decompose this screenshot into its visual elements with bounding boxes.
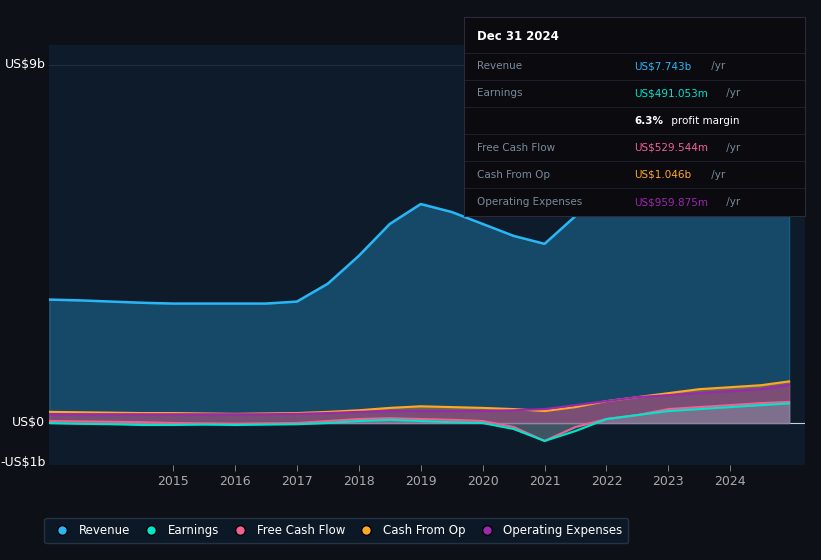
Text: US$491.053m: US$491.053m [635, 88, 708, 99]
Text: profit margin: profit margin [668, 115, 740, 125]
Text: US$959.875m: US$959.875m [635, 197, 709, 207]
Text: /yr: /yr [709, 170, 726, 180]
Text: US$9b: US$9b [5, 58, 45, 71]
Text: Dec 31 2024: Dec 31 2024 [478, 30, 559, 43]
Text: US$1.046b: US$1.046b [635, 170, 691, 180]
Text: US$7.743b: US$7.743b [635, 61, 691, 71]
Text: Operating Expenses: Operating Expenses [478, 197, 583, 207]
Text: US$0: US$0 [12, 417, 45, 430]
Text: /yr: /yr [723, 88, 741, 99]
Text: /yr: /yr [723, 197, 741, 207]
Legend: Revenue, Earnings, Free Cash Flow, Cash From Op, Operating Expenses: Revenue, Earnings, Free Cash Flow, Cash … [44, 518, 628, 543]
Text: Cash From Op: Cash From Op [478, 170, 551, 180]
Text: US$529.544m: US$529.544m [635, 143, 709, 153]
Text: Free Cash Flow: Free Cash Flow [478, 143, 556, 153]
Text: /yr: /yr [709, 61, 726, 71]
Text: /yr: /yr [723, 143, 741, 153]
Text: Earnings: Earnings [478, 88, 523, 99]
Text: -US$1b: -US$1b [0, 456, 45, 469]
Text: 6.3%: 6.3% [635, 115, 663, 125]
Text: Revenue: Revenue [478, 61, 523, 71]
